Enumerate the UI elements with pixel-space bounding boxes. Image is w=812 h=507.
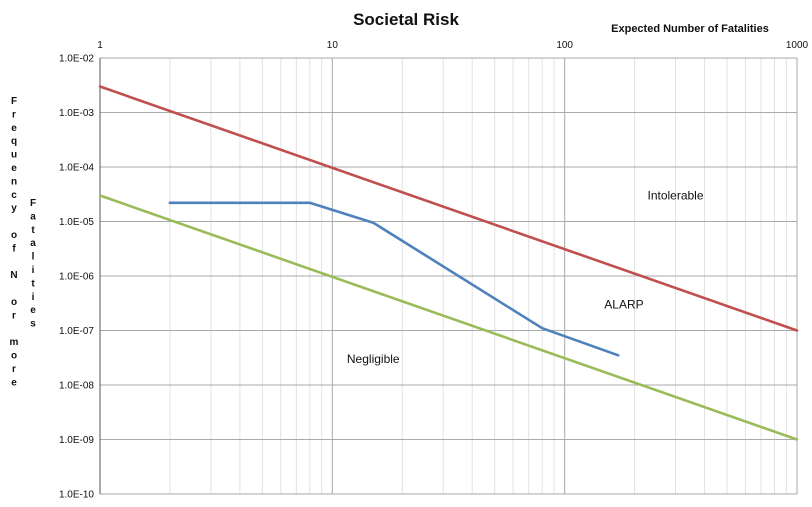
y-label-char: r <box>12 109 16 120</box>
region-label: ALARP <box>604 297 643 311</box>
y-label-char: F <box>30 198 36 209</box>
y-label-char: t <box>31 225 35 236</box>
region-label: Intolerable <box>647 188 703 202</box>
y-tick-label: 1.0E-06 <box>59 272 94 283</box>
y-label-char: s <box>30 319 36 330</box>
y-label-char: i <box>32 292 35 303</box>
x-axis-label: Expected Number of Fatalities <box>611 23 769 35</box>
tick-layer: 1 10 100 1000 1.0E-02 1.0E-03 1.0E-04 1.0E-05 1.… <box>59 40 809 501</box>
y-label-char: e <box>11 123 17 134</box>
y-label-char: o <box>11 351 17 362</box>
chart-title: Societal Risk <box>353 10 459 29</box>
y-label-char: r <box>12 310 16 321</box>
annotation-layer: Intolerable ALARP Negligible <box>347 188 704 366</box>
x-tick-label: 100 <box>556 40 573 51</box>
series-line-1 <box>98 194 799 441</box>
x-tick-label: 1000 <box>786 40 809 51</box>
y-tick-label: 1.0E-05 <box>59 217 94 228</box>
y-tick-label: 1.0E-07 <box>59 326 94 337</box>
y-label-char: i <box>32 265 35 276</box>
y-label-char: a <box>30 238 36 249</box>
y-label-char: e <box>11 163 17 174</box>
series-line-2 <box>168 201 620 357</box>
y-tick-label: 1.0E-08 <box>59 381 94 392</box>
x-tick-label: 1 <box>97 40 103 51</box>
y-label-char: a <box>30 211 36 222</box>
y-tick-label: 1.0E-09 <box>59 435 94 446</box>
region-label: Negligible <box>347 352 400 366</box>
y-label-char: o <box>11 297 17 308</box>
y-label-char: n <box>11 176 17 187</box>
y-label-char: e <box>11 377 17 388</box>
y-label-char: r <box>12 364 16 375</box>
y-label-char: F <box>11 96 17 107</box>
series-layer <box>98 85 799 441</box>
grid-layer <box>99 57 798 495</box>
y-label-char: y <box>11 203 17 214</box>
y-label-char: N <box>10 270 17 281</box>
y-tick-label: 1.0E-04 <box>59 163 94 174</box>
y-label-char: c <box>11 190 17 201</box>
y-label-char: l <box>32 252 35 263</box>
x-tick-label: 10 <box>327 40 339 51</box>
series-line-0 <box>98 85 799 332</box>
y-tick-label: 1.0E-02 <box>59 54 94 65</box>
y-tick-label: 1.0E-10 <box>59 490 94 501</box>
y-label-char: m <box>10 337 19 348</box>
y-label-char: u <box>11 150 17 161</box>
y-tick-label: 1.0E-03 <box>59 108 94 119</box>
y-label-char: o <box>11 230 17 241</box>
y-label-char: f <box>12 243 16 254</box>
y-label-char: e <box>30 305 36 316</box>
y-label-char: q <box>11 136 17 147</box>
y-label-char: t <box>31 278 35 289</box>
